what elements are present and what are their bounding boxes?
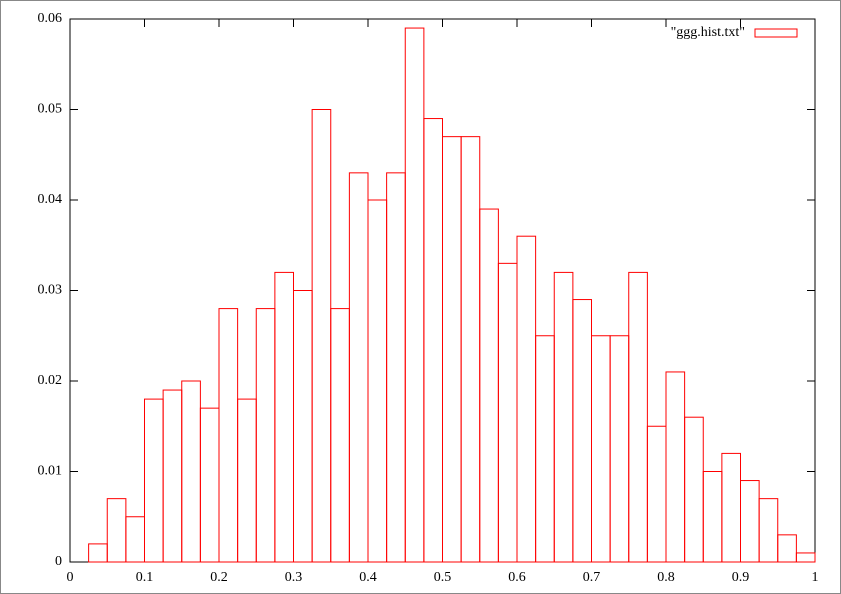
- x-tick-label: 0.6: [508, 570, 526, 585]
- x-tick-label: 0.1: [136, 570, 154, 585]
- legend-label: "ggg.hist.txt": [671, 25, 745, 40]
- x-tick-label: 0.9: [732, 570, 750, 585]
- y-tick-label: 0: [55, 554, 62, 569]
- y-tick-label: 0.03: [38, 283, 63, 298]
- y-tick-label: 0.01: [38, 464, 63, 479]
- legend-swatch: [754, 28, 798, 38]
- y-tick-label: 0.05: [38, 102, 63, 117]
- bar: [628, 271, 648, 563]
- y-tick-label: 0.06: [38, 11, 63, 26]
- x-tick-label: 0.7: [583, 570, 601, 585]
- x-tick-label: 0.8: [657, 570, 675, 585]
- x-tick-label: 0: [67, 570, 74, 585]
- bar: [795, 552, 816, 563]
- x-tick-label: 0.5: [434, 570, 452, 585]
- y-tick-label: 0.04: [38, 192, 63, 207]
- bar: [758, 498, 779, 563]
- x-tick-label: 0.2: [210, 570, 228, 585]
- x-tick-label: 0.3: [285, 570, 303, 585]
- bar: [777, 534, 797, 563]
- y-tick-label: 0.02: [38, 373, 63, 388]
- x-tick-label: 1: [812, 570, 819, 585]
- x-tick-label: 0.4: [359, 570, 377, 585]
